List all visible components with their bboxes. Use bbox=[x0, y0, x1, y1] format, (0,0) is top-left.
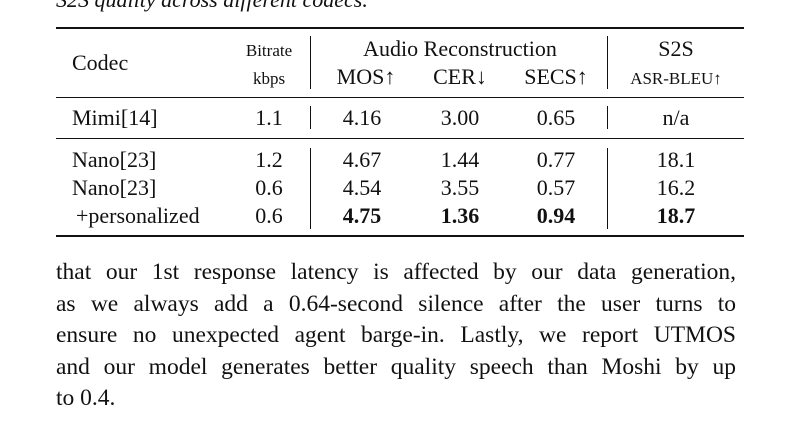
header-cer: CER↓ bbox=[433, 64, 487, 89]
cell-secs: 0.94 bbox=[536, 203, 576, 228]
cell-codec: Nano[23] bbox=[72, 147, 157, 172]
paragraph-line: and our model generates better quality s… bbox=[56, 353, 736, 380]
row-separator-right bbox=[607, 106, 608, 129]
table-bottom-rule bbox=[56, 235, 744, 237]
header-bitrate: Bitrate bbox=[245, 41, 293, 60]
row-separator-left bbox=[310, 106, 311, 129]
header-separator-right bbox=[607, 36, 608, 89]
group-separator-right bbox=[607, 148, 608, 229]
cell-cer: 3.55 bbox=[440, 175, 480, 200]
cell-bitrate: 1.2 bbox=[255, 147, 283, 172]
cell-codec: Mimi[14] bbox=[72, 105, 158, 130]
cell-bitrate: 0.6 bbox=[255, 175, 283, 200]
cell-codec: +personalized bbox=[76, 203, 200, 228]
header-s2s: S2S bbox=[658, 36, 694, 61]
cell-secs: 0.65 bbox=[536, 105, 576, 130]
header-bitrate-unit: kbps bbox=[252, 69, 286, 88]
table-caption: S2S quality across different codecs. bbox=[56, 0, 368, 13]
header-secs: SECS↑ bbox=[524, 64, 588, 89]
cell-bitrate: 0.6 bbox=[255, 203, 283, 228]
paragraph-line: as we always add a 0.64-second silence a… bbox=[56, 290, 736, 317]
header-audio-reconstruction: Audio Reconstruction bbox=[363, 36, 557, 61]
header-separator-left bbox=[310, 36, 311, 89]
cell-secs: 0.57 bbox=[536, 175, 576, 200]
cell-cer: 1.44 bbox=[440, 147, 480, 172]
group-separator-left bbox=[310, 148, 311, 229]
body-paragraph: that our 1st response latency is affecte… bbox=[56, 257, 736, 415]
paragraph-line: that our 1st response latency is affecte… bbox=[56, 259, 736, 285]
cell-mos: 4.75 bbox=[342, 203, 382, 228]
paragraph-line: ensure no unexpected agent barge-in. Las… bbox=[56, 322, 736, 348]
cell-bitrate: 1.1 bbox=[255, 105, 283, 130]
header-bottom-rule bbox=[56, 97, 744, 98]
cell-cer: 1.36 bbox=[440, 203, 480, 228]
cell-cer: 3.00 bbox=[440, 105, 480, 130]
cell-asr-bleu: 18.7 bbox=[656, 203, 696, 228]
header-mos: MOS↑ bbox=[336, 64, 396, 89]
table-top-rule bbox=[56, 27, 744, 29]
cell-mos: 4.16 bbox=[342, 105, 382, 130]
cell-asr-bleu: 18.1 bbox=[656, 147, 696, 172]
header-codec: Codec bbox=[72, 50, 129, 75]
cell-asr-bleu: 16.2 bbox=[656, 175, 696, 200]
header-asr-bleu: ASR-BLEU↑ bbox=[630, 69, 722, 88]
cell-secs: 0.77 bbox=[536, 147, 576, 172]
cell-mos: 4.54 bbox=[342, 175, 382, 200]
cell-codec: Nano[23] bbox=[72, 175, 157, 200]
cell-asr-bleu: n/a bbox=[662, 105, 690, 130]
cell-mos: 4.67 bbox=[342, 147, 382, 172]
row-separator-rule bbox=[56, 138, 744, 139]
paragraph-line: to 0.4. bbox=[56, 385, 116, 411]
